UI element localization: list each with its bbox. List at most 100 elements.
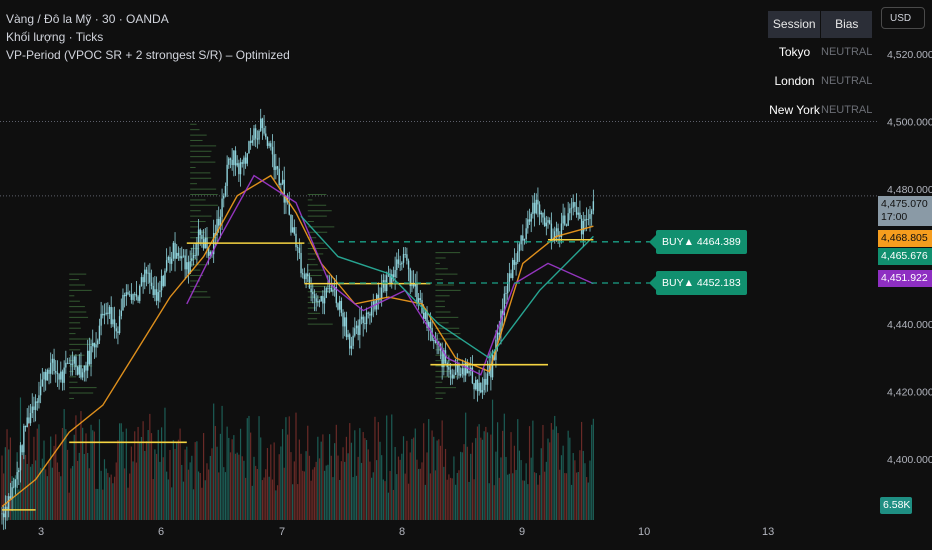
volume-bar bbox=[436, 440, 438, 520]
volume-bar bbox=[229, 452, 232, 520]
session-bias: NEUTRAL bbox=[821, 75, 873, 87]
symbol-title[interactable]: Vàng / Đô la Mỹ · 30 · OANDA bbox=[6, 12, 169, 26]
y-tick-label: 4,420.000 bbox=[887, 387, 932, 399]
candle-body bbox=[142, 277, 144, 283]
candle-body bbox=[350, 345, 353, 349]
volume-bar bbox=[478, 424, 480, 520]
volume-bar bbox=[43, 440, 45, 520]
candle-body bbox=[542, 212, 544, 218]
candle-body bbox=[579, 212, 581, 219]
session-table-header: Session Bias bbox=[768, 11, 872, 38]
volume-bar bbox=[199, 472, 201, 520]
candle-body bbox=[229, 158, 232, 160]
candle-body bbox=[468, 370, 470, 374]
volume-bar bbox=[332, 477, 334, 520]
candle-body bbox=[58, 374, 60, 380]
volume-bar bbox=[517, 419, 519, 520]
volume-bar bbox=[61, 427, 64, 520]
candle-body bbox=[463, 368, 465, 376]
candle-body bbox=[367, 312, 369, 314]
candle-body bbox=[154, 289, 156, 295]
volume-bar bbox=[340, 461, 342, 520]
volume-bar bbox=[421, 462, 423, 520]
candle-body bbox=[189, 261, 191, 274]
candle-body bbox=[567, 213, 569, 226]
volume-bar bbox=[51, 467, 53, 520]
y-tick-label: 4,440.000 bbox=[887, 319, 932, 331]
candle-body bbox=[11, 487, 13, 499]
volume-bar bbox=[221, 405, 223, 520]
candle-body bbox=[2, 513, 5, 518]
candle-body bbox=[580, 218, 583, 235]
candle-body bbox=[249, 141, 252, 143]
volume-bar bbox=[315, 461, 317, 520]
green-level-price-badge: 4,465.676 bbox=[878, 248, 932, 265]
candle-body bbox=[564, 215, 566, 225]
volume-bar bbox=[330, 455, 332, 520]
candle-body bbox=[26, 417, 28, 428]
volume-bar bbox=[486, 432, 489, 520]
volume-bar bbox=[584, 463, 586, 520]
volume-bar bbox=[535, 473, 537, 520]
candle-body bbox=[345, 317, 348, 338]
volume-bar bbox=[500, 457, 502, 520]
volume-bar bbox=[523, 480, 526, 520]
candle-body bbox=[48, 369, 50, 374]
volume-bar bbox=[246, 418, 248, 520]
volume-bar bbox=[577, 471, 579, 520]
volume-bar bbox=[399, 459, 401, 520]
volume-bar bbox=[130, 446, 132, 520]
candle-body bbox=[239, 162, 242, 175]
candle-body bbox=[78, 365, 80, 375]
volume-bar bbox=[115, 462, 117, 520]
volume-bar bbox=[490, 434, 492, 520]
candle-body bbox=[24, 425, 27, 428]
volume-bar bbox=[245, 477, 247, 520]
candle-body bbox=[545, 222, 548, 227]
candle-body bbox=[522, 235, 524, 241]
volume-bar bbox=[58, 471, 60, 520]
candle-body bbox=[221, 198, 223, 217]
candle-body bbox=[360, 316, 363, 320]
volume-bar bbox=[219, 433, 221, 520]
candle-body bbox=[365, 312, 368, 325]
volume-bar bbox=[498, 477, 500, 520]
candle-body bbox=[280, 183, 282, 186]
candle-body bbox=[485, 378, 487, 385]
volume-bar bbox=[226, 426, 228, 520]
candle-body bbox=[187, 262, 190, 274]
candle-body bbox=[29, 413, 32, 424]
candle-body bbox=[318, 300, 321, 302]
candle-body bbox=[276, 166, 279, 169]
volume-bar bbox=[283, 467, 285, 520]
volume-bar bbox=[159, 461, 161, 520]
candle-body bbox=[417, 298, 420, 303]
volume-bar bbox=[119, 423, 121, 520]
candle-body bbox=[270, 143, 272, 147]
volume-bar bbox=[209, 455, 211, 520]
volume-bar bbox=[476, 426, 479, 520]
volume-bar bbox=[36, 428, 38, 520]
volume-bar bbox=[161, 427, 163, 520]
candle-body bbox=[93, 342, 96, 348]
buy-signal-label[interactable]: BUY▲ 4464.389 bbox=[649, 229, 747, 254]
vp-indicator-title[interactable]: VP-Period (VPOC SR + 2 strongest S/R) – … bbox=[6, 48, 290, 62]
volume-bar bbox=[248, 415, 250, 520]
volume-bar bbox=[125, 428, 127, 520]
candle-body bbox=[174, 242, 176, 259]
volume-bar bbox=[263, 477, 265, 520]
volume-bar bbox=[275, 490, 277, 520]
candle-body bbox=[172, 242, 175, 259]
volume-bar bbox=[465, 412, 467, 520]
currency-button[interactable]: USD bbox=[881, 7, 925, 29]
buy-signal-label[interactable]: BUY▲ 4452.183 bbox=[649, 271, 747, 296]
candle-body bbox=[125, 292, 128, 297]
candle-body bbox=[322, 295, 324, 304]
candle-body bbox=[510, 273, 512, 279]
volume-bar bbox=[574, 460, 576, 520]
candle-body bbox=[268, 143, 270, 146]
volume-indicator-title[interactable]: Khối lượng · Ticks bbox=[6, 30, 104, 44]
candle-body bbox=[359, 319, 361, 335]
candle-body bbox=[438, 341, 440, 345]
volume-bar bbox=[55, 434, 57, 520]
